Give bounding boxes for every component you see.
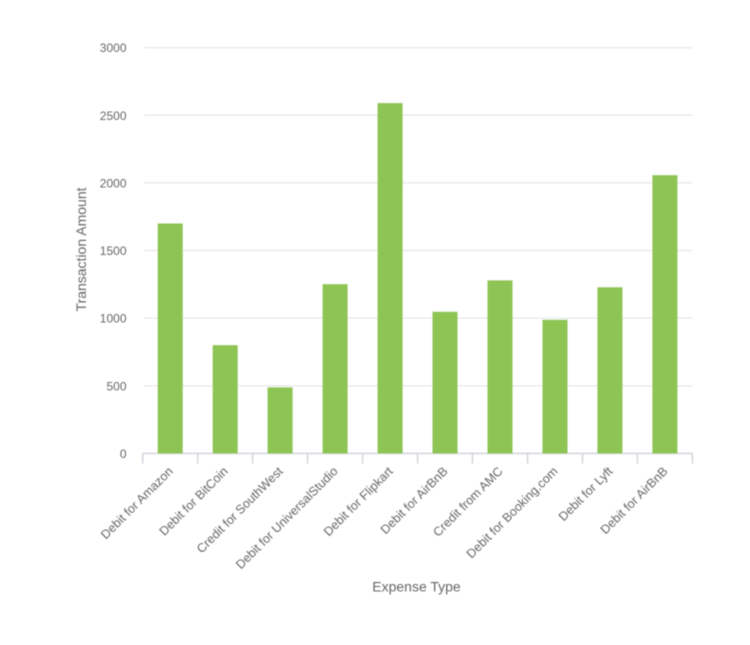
svg-text:1000: 1000 (100, 312, 127, 326)
svg-text:Expense Type: Expense Type (372, 579, 461, 595)
svg-text:2000: 2000 (100, 177, 127, 191)
svg-text:1500: 1500 (100, 244, 127, 258)
svg-text:3000: 3000 (100, 41, 127, 55)
svg-text:0: 0 (120, 447, 127, 461)
svg-text:500: 500 (106, 379, 126, 393)
svg-text:2500: 2500 (100, 109, 127, 123)
svg-text:Transaction Amount: Transaction Amount (73, 187, 89, 311)
